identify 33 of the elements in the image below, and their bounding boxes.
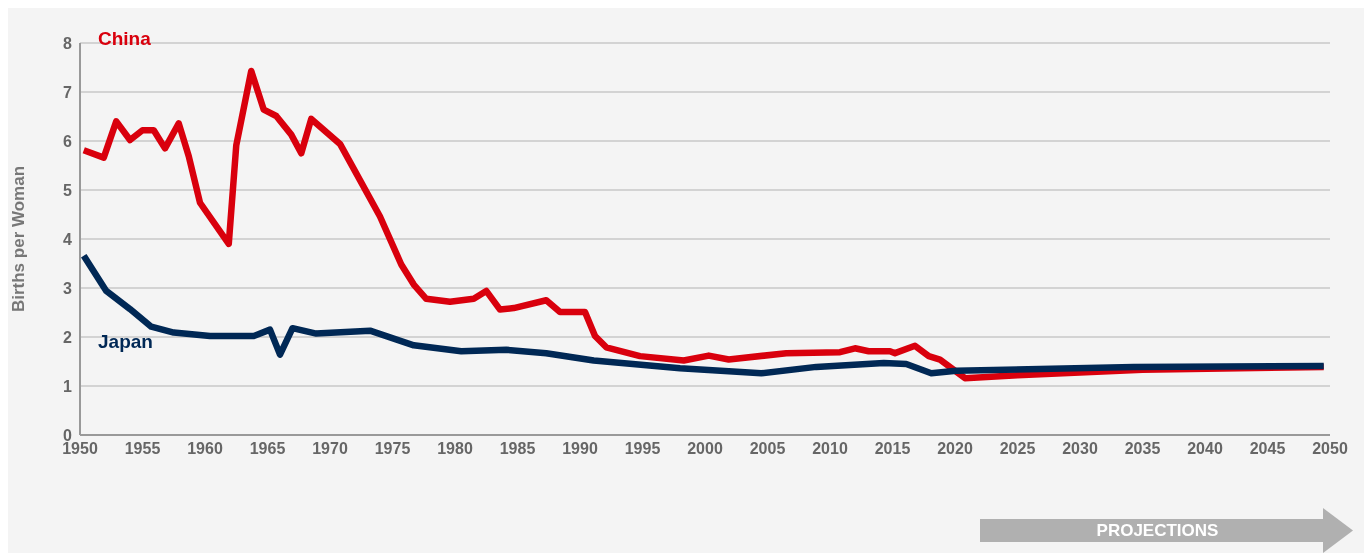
text: PROJECTIONS xyxy=(1095,520,1220,542)
y-axis-title: Births per Woman xyxy=(9,165,29,313)
x-tick-label: 1950 xyxy=(62,440,98,458)
x-tick-label: 1960 xyxy=(187,440,223,458)
x-tick-label: 1955 xyxy=(124,440,161,458)
y-tick-label: 7 xyxy=(63,83,73,101)
x-tick-label: 2020 xyxy=(937,440,973,458)
x-tick-label: 2005 xyxy=(749,440,786,458)
y-tick-label: 5 xyxy=(63,181,73,199)
x-tick-label: 1995 xyxy=(624,440,661,458)
y-tick-label: 6 xyxy=(63,132,73,150)
x-tick-label: 2045 xyxy=(1249,440,1286,458)
x-tick-label: 2015 xyxy=(874,440,911,458)
x-tick-label: 2025 xyxy=(999,440,1036,458)
x-tick-label: 2030 xyxy=(1062,440,1098,458)
x-tick-label: 1990 xyxy=(562,440,598,458)
y-tick-label: 8 xyxy=(63,34,73,52)
x-tick-label: 2010 xyxy=(812,440,848,458)
x-tick-label: 1985 xyxy=(499,440,536,458)
x-tick-label: 1970 xyxy=(312,440,348,458)
text: China xyxy=(98,28,151,51)
x-tick-label: 2050 xyxy=(1312,440,1348,458)
y-tick-label: 4 xyxy=(63,230,73,248)
y-tick-label: 2 xyxy=(63,328,73,346)
x-tick-label: 2035 xyxy=(1124,440,1161,458)
y-tick-label: 1 xyxy=(63,377,73,395)
series-label: Japan xyxy=(98,330,153,353)
x-tick-label: 1965 xyxy=(249,440,286,458)
x-tick-label: 1975 xyxy=(374,440,411,458)
x-tick-label: 2000 xyxy=(687,440,723,458)
y-tick-label: 3 xyxy=(63,279,73,297)
x-tick-label: 2040 xyxy=(1187,440,1223,458)
x-tick-label: 1980 xyxy=(437,440,473,458)
